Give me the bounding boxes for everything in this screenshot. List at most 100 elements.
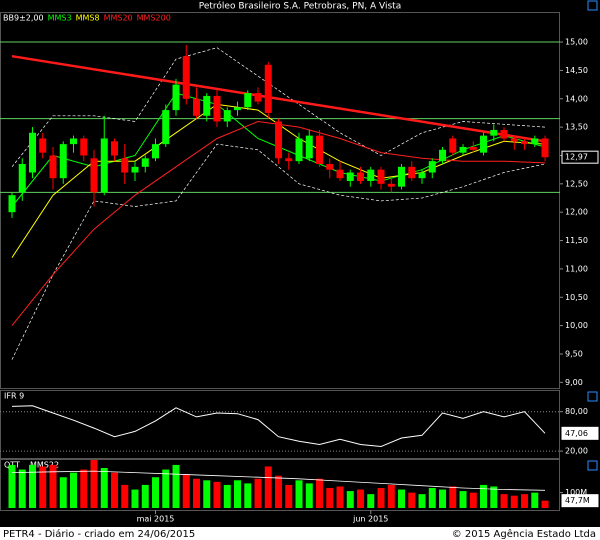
volume-bar bbox=[480, 484, 488, 508]
volume-bar bbox=[18, 469, 26, 508]
candle-body bbox=[326, 163, 334, 170]
last-value-label: 12,97 bbox=[565, 153, 588, 162]
volume-bar bbox=[439, 489, 447, 508]
volume-bar bbox=[295, 480, 303, 508]
candle-body bbox=[490, 129, 498, 136]
ifr-line bbox=[11, 405, 546, 448]
candle-body bbox=[8, 195, 16, 213]
volume-bar bbox=[264, 466, 272, 508]
candle-body bbox=[510, 138, 518, 142]
candle-body bbox=[275, 121, 283, 159]
candle-body bbox=[408, 166, 416, 179]
candle-body bbox=[305, 135, 313, 159]
volume-bar bbox=[254, 478, 262, 508]
candle-body bbox=[377, 169, 385, 184]
volume-bar bbox=[100, 468, 108, 508]
volume-bar bbox=[28, 464, 36, 508]
volume-bar bbox=[213, 481, 221, 508]
volume-bar bbox=[398, 489, 406, 508]
last-value-box bbox=[561, 494, 599, 508]
candle-body bbox=[162, 110, 170, 145]
panel-title: IFR 9 bbox=[4, 392, 24, 401]
y-tick-label: 11,00 bbox=[565, 264, 588, 273]
main-panel bbox=[0, 12, 560, 389]
volume-bar bbox=[490, 486, 498, 508]
volume-bar bbox=[510, 495, 518, 508]
candle-body bbox=[367, 169, 375, 182]
candle-body bbox=[459, 146, 467, 153]
volume-bar bbox=[336, 486, 344, 508]
bollinger-lower bbox=[11, 143, 546, 360]
legend-entry: MMS3 bbox=[48, 14, 72, 23]
legend-entry: MMS22 bbox=[30, 461, 59, 470]
expand-icon[interactable] bbox=[587, 0, 598, 11]
candle-body bbox=[152, 144, 160, 159]
y-tick-label: 15,00 bbox=[565, 38, 588, 47]
candle-body bbox=[541, 138, 549, 158]
volume-bar bbox=[377, 488, 385, 508]
candle-body bbox=[480, 135, 488, 153]
candle-body bbox=[193, 98, 201, 116]
volume-bar bbox=[90, 460, 98, 508]
y-tick-label: 11,50 bbox=[565, 236, 588, 245]
candle-body bbox=[49, 155, 57, 179]
volume-bar bbox=[367, 494, 375, 508]
volume-bar bbox=[459, 491, 467, 508]
volume-bar bbox=[428, 488, 436, 508]
volume-bar bbox=[49, 464, 57, 508]
volume-bar bbox=[162, 469, 170, 508]
volume-bar bbox=[39, 466, 47, 508]
volume-bar bbox=[80, 469, 88, 508]
legend-entry: MMS20 bbox=[104, 14, 133, 23]
candle-body bbox=[295, 138, 303, 162]
y-tick-label: 10,50 bbox=[565, 293, 588, 302]
candle-body bbox=[28, 132, 36, 173]
volume-bar bbox=[541, 500, 549, 508]
candle-body bbox=[398, 166, 406, 187]
volume-bar bbox=[449, 486, 457, 508]
expand-icon[interactable] bbox=[587, 391, 598, 402]
candle-body bbox=[500, 129, 508, 139]
volume-bar bbox=[8, 464, 16, 508]
candle-body bbox=[90, 158, 98, 193]
volume-bar bbox=[234, 480, 242, 508]
volume-bar bbox=[326, 488, 334, 508]
footer-right: © 2015 Agência Estado Ltda bbox=[452, 528, 596, 540]
volume-bar bbox=[346, 491, 354, 508]
y-tick-label: 14,00 bbox=[565, 94, 588, 103]
x-tick-label: mai 2015 bbox=[137, 515, 175, 524]
candle-body bbox=[141, 158, 149, 167]
volume-bar bbox=[244, 483, 252, 508]
candle-body bbox=[172, 84, 180, 111]
y-tick-label: 9,50 bbox=[565, 349, 583, 358]
qtt-panel bbox=[0, 459, 560, 511]
candle-body bbox=[346, 172, 354, 182]
candle-body bbox=[121, 158, 129, 173]
candle-body bbox=[387, 183, 395, 187]
y-tick-label: 13,50 bbox=[565, 123, 588, 132]
candle-body bbox=[69, 138, 77, 145]
candle-body bbox=[80, 138, 88, 156]
candle-body bbox=[234, 107, 242, 111]
expand-icon[interactable] bbox=[587, 460, 598, 471]
candle-body bbox=[469, 146, 477, 150]
y-tick-label: 80,00 bbox=[565, 407, 588, 416]
candle-body bbox=[182, 56, 190, 99]
volume-bar bbox=[418, 494, 426, 508]
y-tick-label: 10,00 bbox=[565, 321, 588, 330]
volume-bar bbox=[500, 494, 508, 508]
ifr-panel bbox=[0, 390, 560, 459]
volume-bar bbox=[193, 478, 201, 508]
last-value-box bbox=[561, 150, 599, 164]
legend-entry: BB9±2,00 bbox=[3, 14, 44, 23]
candle-body bbox=[521, 141, 529, 145]
volume-bar bbox=[469, 492, 477, 508]
candle-body bbox=[131, 166, 139, 173]
y-tick-label: 9,00 bbox=[565, 378, 583, 387]
footer-bar bbox=[0, 527, 600, 540]
candle-body bbox=[223, 110, 231, 122]
volume-bar bbox=[408, 492, 416, 508]
candle-body bbox=[285, 158, 293, 162]
y-tick-label: 14,50 bbox=[565, 66, 588, 75]
volume-bar bbox=[141, 484, 149, 508]
